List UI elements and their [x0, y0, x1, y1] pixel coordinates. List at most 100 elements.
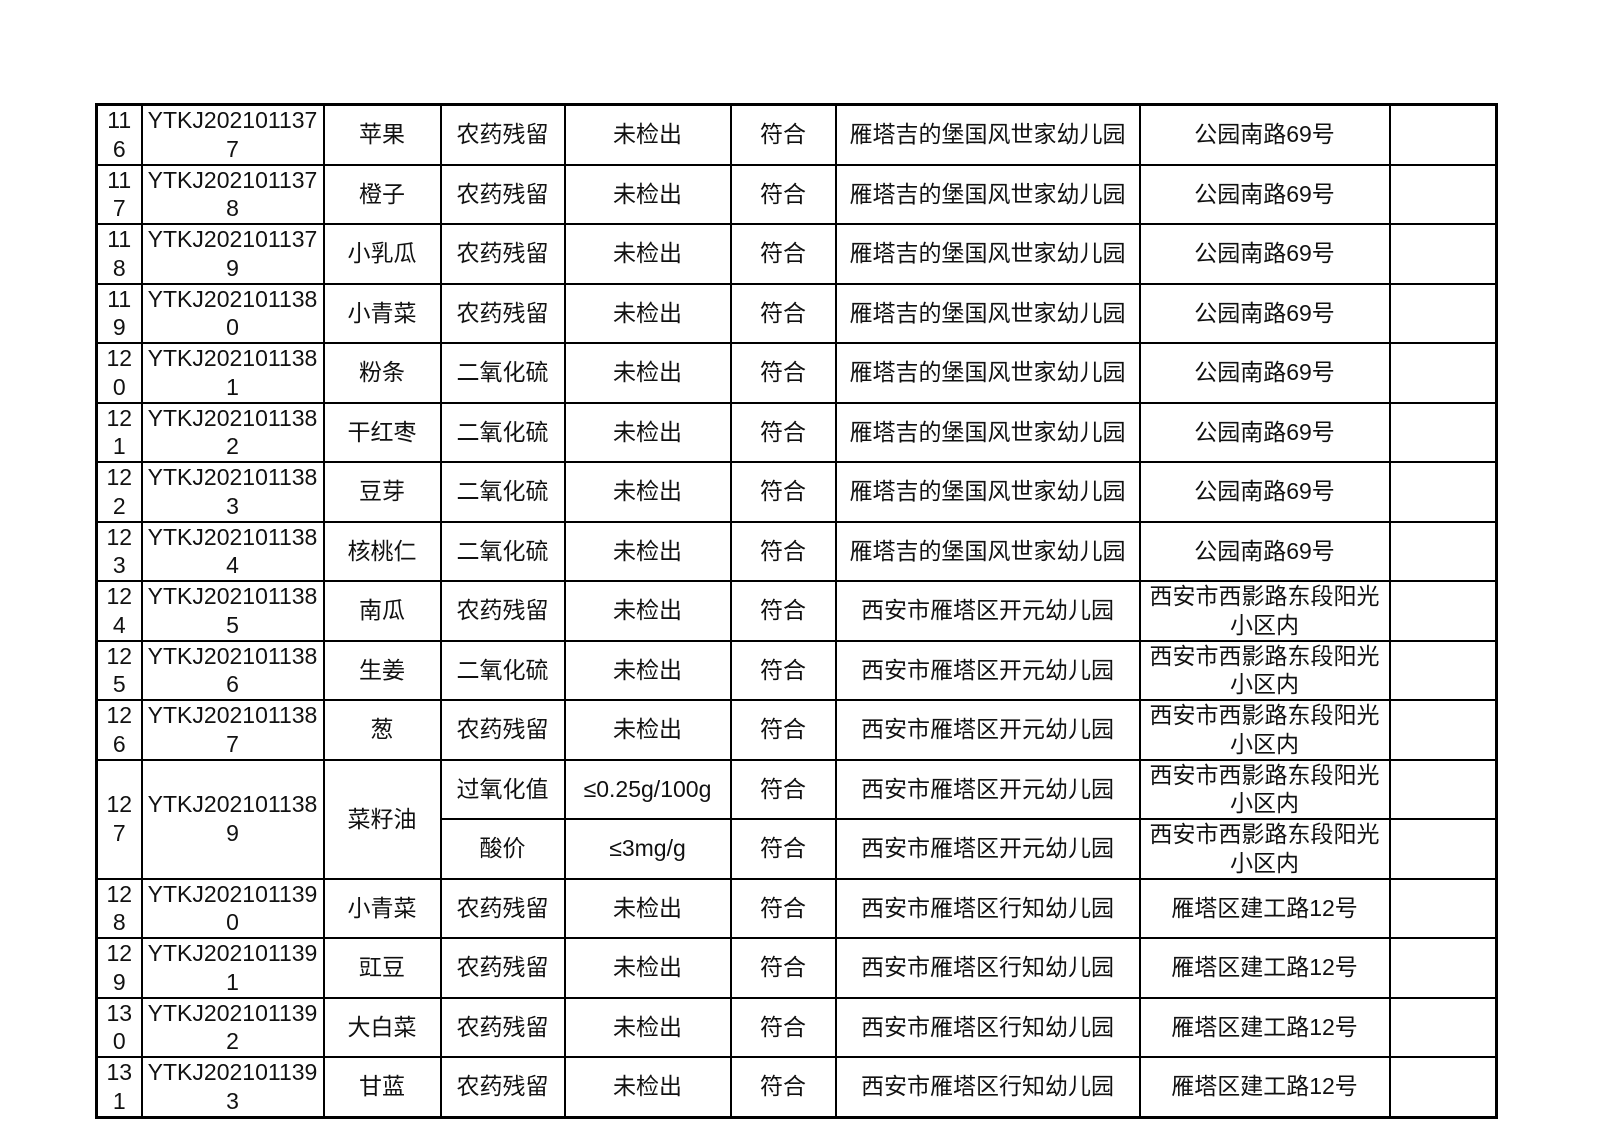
result-cell: 未检出: [563, 103, 732, 166]
organization-cell: 雁塔吉的堡国风世家幼儿园: [834, 401, 1141, 463]
note-cell: [1388, 103, 1498, 166]
row-number-cell: 121: [95, 401, 143, 463]
test-item-cell: 二氧化硫: [439, 639, 566, 701]
test-item-cell: 农药残留: [439, 103, 566, 166]
note-cell: [1388, 937, 1498, 999]
test-item-cell: 酸价: [439, 818, 566, 880]
sample-name-cell: 豆芽: [322, 461, 442, 523]
sample-id-cell: YTKJ2021011378: [140, 163, 325, 225]
result-cell: 未检出: [563, 461, 732, 523]
test-item-cell: 农药残留: [439, 877, 566, 939]
result-cell: 未检出: [563, 163, 732, 225]
result-cell: 未检出: [563, 520, 732, 582]
organization-cell: 雁塔吉的堡国风世家幼儿园: [834, 342, 1141, 404]
sample-id-cell: YTKJ2021011392: [140, 996, 325, 1058]
sample-name-cell: 南瓜: [322, 580, 442, 642]
row-number-cell: 120: [95, 342, 143, 404]
test-item-cell: 农药残留: [439, 282, 566, 344]
sample-id-cell: YTKJ2021011383: [140, 461, 325, 523]
address-cell: 公园南路69号: [1138, 163, 1391, 225]
sample-name-cell: 橙子: [322, 163, 442, 225]
result-cell: 未检出: [563, 282, 732, 344]
result-cell: 未检出: [563, 342, 732, 404]
test-item-cell: 二氧化硫: [439, 461, 566, 523]
result-cell: 未检出: [563, 699, 732, 761]
organization-cell: 雁塔吉的堡国风世家幼儿园: [834, 163, 1141, 225]
address-cell: 雁塔区建工路12号: [1138, 877, 1391, 939]
sampling-results-table: 116 YTKJ2021011377 苹果 农药残留 未检出 符合 雁塔吉的堡国风世家幼儿园…: [95, 103, 1498, 1119]
organization-cell: 西安市雁塔区开元幼儿园: [834, 758, 1141, 820]
table-row: 129 YTKJ2021011391 豇豆 农药残留 未检出 符合 西安市雁塔区行知幼儿园雁…: [95, 937, 1498, 999]
conclusion-cell: 符合: [729, 163, 837, 225]
conclusion-cell: 符合: [729, 461, 837, 523]
address-cell: 公园南路69号: [1138, 103, 1391, 166]
test-item-cell: 农药残留: [439, 937, 566, 999]
sample-name-cell: 小青菜: [322, 282, 442, 344]
conclusion-cell: 符合: [729, 937, 837, 999]
row-number-cell: 119: [95, 282, 143, 344]
table-row: 122 YTKJ2021011383 豆芽 二氧化硫 未检出 符合 雁塔吉的堡国风世家幼儿园…: [95, 461, 1498, 523]
conclusion-cell: 符合: [729, 580, 837, 642]
address-cell: 公园南路69号: [1138, 282, 1391, 344]
address-cell: 西安市西影路东段阳光小区内: [1138, 580, 1391, 642]
sample-id-cell: YTKJ2021011384: [140, 520, 325, 582]
organization-cell: 西安市雁塔区行知幼儿园: [834, 996, 1141, 1058]
address-cell: 雁塔区建工路12号: [1138, 1056, 1391, 1118]
table-row: 123 YTKJ2021011384 核桃仁 二氧化硫 未检出 符合 雁塔吉的堡国风世家幼儿…: [95, 520, 1498, 582]
table-row: 119 YTKJ2021011380 小青菜 农药残留 未检出 符合 雁塔吉的堡国风世家幼儿…: [95, 282, 1498, 344]
result-cell: 未检出: [563, 1056, 732, 1118]
table-row: 117 YTKJ2021011378 橙子 农药残留 未检出 符合 雁塔吉的堡国风世家幼儿园…: [95, 163, 1498, 225]
sample-name-cell: 小乳瓜: [322, 223, 442, 285]
conclusion-cell: 符合: [729, 996, 837, 1058]
address-cell: 公园南路69号: [1138, 223, 1391, 285]
address-cell: 西安市西影路东段阳光小区内: [1138, 699, 1391, 761]
test-item-cell: 二氧化硫: [439, 401, 566, 463]
row-number-cell: 122: [95, 461, 143, 523]
organization-cell: 雁塔吉的堡国风世家幼儿园: [834, 520, 1141, 582]
sample-name-cell: 核桃仁: [322, 520, 442, 582]
test-item-cell: 农药残留: [439, 996, 566, 1058]
organization-cell: 西安市雁塔区开元幼儿园: [834, 699, 1141, 761]
sample-name-cell: 菜籽油: [322, 758, 442, 880]
conclusion-cell: 符合: [729, 758, 837, 820]
table-row: 121 YTKJ2021011382 干红枣 二氧化硫 未检出 符合 雁塔吉的堡国风世家幼儿…: [95, 401, 1498, 463]
note-cell: [1388, 758, 1498, 820]
organization-cell: 雁塔吉的堡国风世家幼儿园: [834, 282, 1141, 344]
row-number-cell: 124: [95, 580, 143, 642]
sample-name-cell: 豇豆: [322, 937, 442, 999]
address-cell: 西安市西影路东段阳光小区内: [1138, 818, 1391, 880]
row-number-cell: 128: [95, 877, 143, 939]
table-row: 126 YTKJ2021011387 葱农药残留 未检出 符合 西安市雁塔区开元幼儿园 西安…: [95, 699, 1498, 761]
note-cell: [1388, 342, 1498, 404]
organization-cell: 雁塔吉的堡国风世家幼儿园: [834, 223, 1141, 285]
table-row: 116 YTKJ2021011377 苹果 农药残留 未检出 符合 雁塔吉的堡国风世家幼儿园…: [95, 103, 1498, 166]
row-number-cell: 125: [95, 639, 143, 701]
result-cell: 未检出: [563, 223, 732, 285]
table-row: 118 YTKJ2021011379 小乳瓜 农药残留 未检出 符合 雁塔吉的堡国风世家幼儿…: [95, 223, 1498, 285]
result-cell: ≤3mg/g: [563, 818, 732, 880]
table-body: 116 YTKJ2021011377 苹果 农药残留 未检出 符合 雁塔吉的堡国风世家幼儿园…: [95, 103, 1498, 1118]
conclusion-cell: 符合: [729, 818, 837, 880]
table-row: 125 YTKJ2021011386 生姜 二氧化硫 未检出 符合 西安市雁塔区开元幼儿园西…: [95, 639, 1498, 701]
test-item-cell: 农药残留: [439, 163, 566, 225]
test-item-cell: 过氧化值: [439, 758, 566, 820]
sample-id-cell: YTKJ2021011390: [140, 877, 325, 939]
row-number-cell: 118: [95, 223, 143, 285]
test-item-cell: 二氧化硫: [439, 520, 566, 582]
row-number-cell: 126: [95, 699, 143, 761]
row-number-cell: 131: [95, 1056, 143, 1118]
address-cell: 西安市西影路东段阳光小区内: [1138, 639, 1391, 701]
sample-id-cell: YTKJ2021011380: [140, 282, 325, 344]
organization-cell: 雁塔吉的堡国风世家幼儿园: [834, 103, 1141, 166]
result-cell: 未检出: [563, 580, 732, 642]
table-row: 127 YTKJ2021011389 菜籽油 过氧化值 ≤0.25g/100g 符合 西安市…: [95, 758, 1498, 880]
note-cell: [1388, 223, 1498, 285]
address-cell: 公园南路69号: [1138, 461, 1391, 523]
test-item-cell: 农药残留: [439, 223, 566, 285]
test-item-cell: 农药残留: [439, 580, 566, 642]
sample-id-cell: YTKJ2021011377: [140, 103, 325, 166]
note-cell: [1388, 818, 1498, 880]
sample-name-cell: 甘蓝: [322, 1056, 442, 1118]
organization-cell: 西安市雁塔区开元幼儿园: [834, 639, 1141, 701]
note-cell: [1388, 163, 1498, 225]
